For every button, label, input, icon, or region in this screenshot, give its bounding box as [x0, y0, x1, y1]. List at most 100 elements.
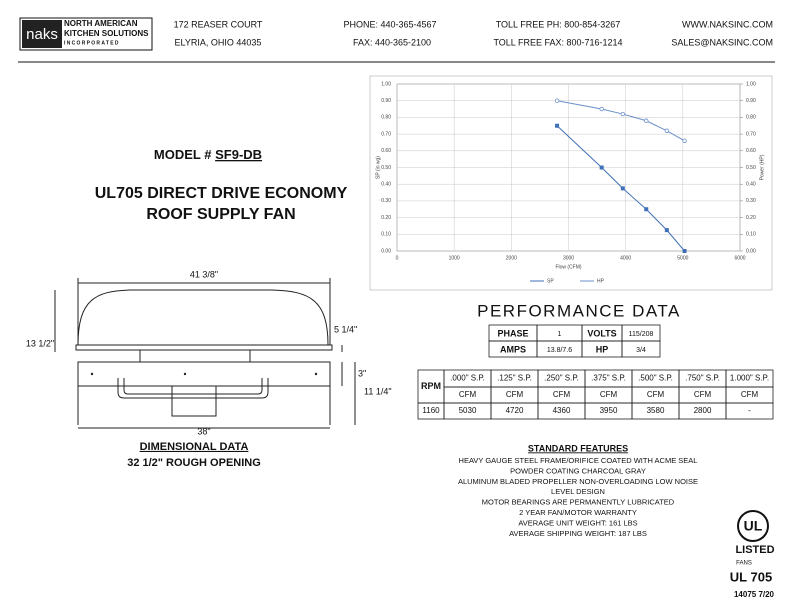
table-text: 3950	[600, 406, 618, 415]
point	[599, 106, 604, 112]
y-tick-label: 0.90	[381, 98, 391, 104]
model: MODEL # SF9-DB	[154, 147, 262, 162]
bolt	[314, 372, 318, 376]
features-title: STANDARD FEATURES	[528, 443, 628, 453]
table-header: RPM	[421, 381, 441, 391]
y-tick-label: 0.30	[381, 198, 391, 204]
feature-item: ALUMINUM BLADED PROPELLER NON-OVERLOADIN…	[458, 477, 698, 486]
y-tick-label: 0.10	[381, 232, 391, 238]
legend-label: SP	[547, 278, 554, 284]
table-text: -	[748, 406, 751, 415]
y-tick-label: 0.70	[381, 131, 391, 137]
dimension-label: 3"	[358, 368, 366, 378]
y-axis-label: SP (in wg)	[375, 156, 381, 179]
feature-item: 2 YEAR FAN/MOTOR WARRANTY	[519, 508, 637, 517]
legend-label: HP	[597, 278, 605, 284]
dimension-label: 38"	[197, 426, 210, 436]
table-header: .375" S.P.	[591, 374, 626, 383]
series-line	[556, 125, 685, 252]
performance-title: PERFORMANCE DATA	[477, 301, 681, 320]
y2-tick-label: 0.30	[746, 198, 756, 204]
table-unit: CFM	[553, 390, 571, 399]
table-text: 3/4	[636, 347, 646, 354]
fan-drawing	[54, 278, 356, 429]
y2-tick-label: 0.00	[746, 248, 756, 254]
point	[620, 186, 625, 191]
table-cell	[725, 402, 774, 420]
point	[644, 207, 649, 212]
table-cell	[621, 340, 661, 358]
fax: FAX: 440-365-2100	[353, 37, 431, 47]
ul-listed: LISTED	[735, 544, 774, 556]
ul-circle	[737, 510, 769, 542]
doc-number: 14075 7/20	[734, 590, 775, 599]
table-unit: CFM	[647, 390, 665, 399]
feature-item: AVERAGE UNIT WEIGHT: 161 LBS	[518, 518, 637, 527]
model-label: MODEL #	[154, 147, 212, 162]
hood	[77, 289, 329, 346]
y2-tick-label: 0.10	[746, 232, 756, 238]
table-text: 5030	[459, 406, 477, 415]
table-header: .750" S.P.	[685, 374, 720, 383]
point	[554, 98, 560, 103]
dimension-label: 13 1/2"	[26, 338, 54, 348]
dimension-label: 11 1/4"	[364, 386, 392, 396]
table-unit: CFM	[694, 390, 712, 399]
bolt	[183, 372, 187, 376]
table-unit: CFM	[459, 390, 477, 399]
features-list: HEAVY GAUGE STEEL FRAME/ORIFICE COATED W…	[458, 456, 698, 538]
table-text: 115/208	[629, 331, 654, 338]
feature-item: HEAVY GAUGE STEEL FRAME/ORIFICE COATED W…	[459, 456, 698, 465]
propeller-guard	[117, 378, 269, 399]
table-text: 3580	[647, 406, 665, 415]
table-unit: CFM	[741, 390, 759, 399]
y2-tick-label: 0.60	[746, 148, 756, 154]
y-tick-label: 0.00	[381, 248, 391, 254]
point	[644, 118, 649, 123]
feature-item: LEVEL DESIGN	[551, 487, 605, 496]
toll-free: TOLL FREE FAX: 800-716-1214	[493, 37, 622, 47]
point	[555, 123, 560, 128]
propeller-guard	[123, 378, 263, 395]
y-tick-label: 0.60	[381, 148, 391, 154]
email: SALES@NAKSINC.COM	[671, 37, 773, 47]
x-tick-label: 2000	[506, 255, 517, 261]
table-header: .500" S.P.	[638, 374, 673, 383]
table-text: VOLTS	[587, 328, 616, 338]
table-header: .000" S.P.	[450, 374, 485, 383]
table-text: 13.8/7.6	[547, 347, 572, 354]
table-text: 1	[558, 331, 562, 338]
rough-opening: 32 1/2" ROUGH OPENING	[127, 457, 261, 469]
x-axis-label: Flow (CFM)	[555, 264, 581, 270]
table-text: AMPS	[500, 344, 526, 354]
table-text: 4360	[553, 406, 571, 415]
toll-free: TOLL FREE PH: 800-854-3267	[496, 19, 621, 29]
logo-mark: naks	[26, 26, 58, 43]
x-tick-label: 0	[396, 255, 399, 261]
dimension-label: 41 3/8"	[190, 269, 218, 279]
bolt	[90, 372, 94, 376]
address: ELYRIA, OHIO 44035	[175, 37, 262, 47]
address: 172 REASER COURT	[174, 19, 263, 29]
y2-tick-label: 0.80	[746, 115, 756, 121]
feature-item: MOTOR BEARINGS ARE PERMANENTLY LUBRICATE…	[482, 498, 675, 507]
model-number: SF9-DB	[215, 147, 262, 162]
feature-item: AVERAGE SHIPPING WEIGHT: 187 LBS	[509, 529, 647, 538]
y-tick-label: 0.50	[381, 165, 391, 171]
table-unit: CFM	[506, 390, 524, 399]
y2-tick-label: 1.00	[746, 81, 756, 87]
ul-mark: UL	[744, 518, 763, 534]
y2-tick-label: 0.90	[746, 98, 756, 104]
y2-tick-label: 0.40	[746, 182, 756, 188]
point	[682, 138, 687, 143]
table-text: 4720	[506, 406, 524, 415]
point	[599, 165, 604, 170]
table-header: .125" S.P.	[497, 374, 532, 383]
table-text: 2800	[694, 406, 712, 415]
y-tick-label: 0.20	[381, 215, 391, 221]
web: WWW.NAKSINC.COM	[682, 19, 773, 29]
ul-category: FANS	[736, 561, 752, 567]
phone: PHONE: 440-365-4567	[343, 19, 436, 29]
